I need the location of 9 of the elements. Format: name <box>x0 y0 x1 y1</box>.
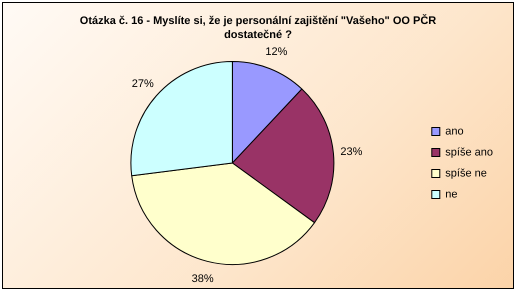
data-label: 38% <box>192 272 214 285</box>
data-label: 27% <box>132 78 154 90</box>
chart-title: Otázka č. 16 - Myslíte si, že je personální zajištění "Vašeho" OO PČR dostatečné ? <box>78 14 438 42</box>
data-label: 23% <box>340 146 363 158</box>
legend-label: spíše ne <box>445 168 487 180</box>
data-label: 12% <box>265 46 288 58</box>
legend-label: ne <box>445 188 458 201</box>
legend-label: spíše ano <box>445 146 493 159</box>
legend-label: ano <box>445 126 464 138</box>
